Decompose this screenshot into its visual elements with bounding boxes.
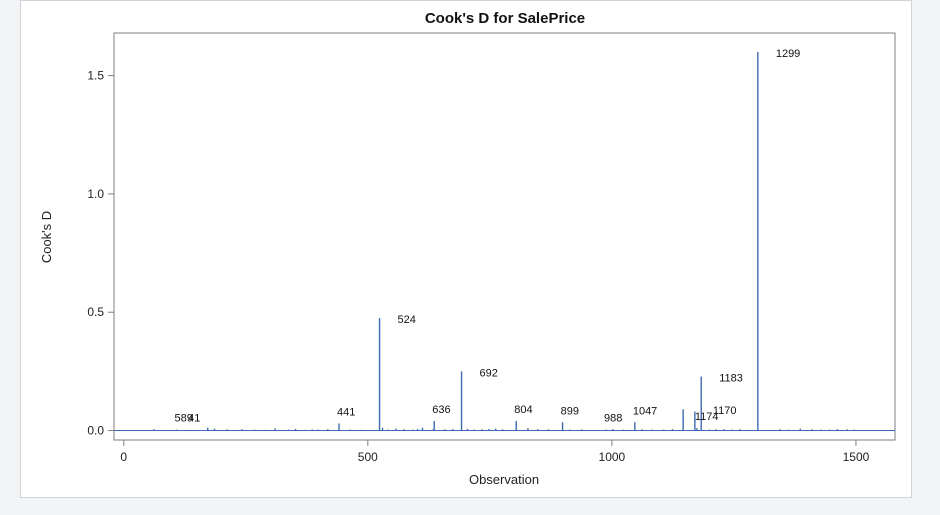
observation-label: 1174 [695, 411, 719, 423]
x-axis: 0 500 1000 1500 [120, 440, 870, 464]
chart-title: Cook's D for SalePrice [425, 10, 585, 27]
observation-label: 1170 [713, 405, 737, 417]
observation-label: 441 [337, 406, 355, 418]
needle-group [114, 51, 895, 432]
point-label-group: 1299 524 692 1183 1170 1047 899 804 636 441 1174 98… [174, 48, 800, 425]
observation-label: 1299 [776, 48, 800, 60]
observation-label: 899 [561, 405, 579, 417]
x-tick-label: 1000 [599, 450, 626, 464]
observation-label: 589 [174, 413, 192, 425]
observation-label: 41 [188, 413, 200, 425]
y-axis-label: Cook's D [39, 211, 54, 263]
observation-label: 1047 [633, 405, 657, 417]
x-tick-label: 500 [358, 450, 378, 464]
observation-label: 524 [398, 314, 416, 326]
y-tick-label: 1.0 [87, 187, 104, 201]
y-tick-label: 0.5 [87, 305, 104, 319]
chart-frame [20, 0, 912, 498]
y-tick-label: 0.0 [87, 424, 104, 438]
x-tick-label: 1500 [843, 450, 870, 464]
y-tick-label: 1.5 [87, 69, 104, 83]
x-axis-label: Observation [469, 472, 539, 487]
plot-area-border [113, 32, 896, 441]
observation-label: 988 [604, 413, 622, 425]
observation-label: 692 [480, 367, 498, 379]
x-tick-label: 0 [120, 450, 127, 464]
observation-label: 804 [514, 404, 532, 416]
observation-label: 636 [432, 404, 450, 416]
observation-label: 1183 [719, 373, 743, 385]
y-axis: 0.0 0.5 1.0 1.5 [87, 69, 114, 438]
